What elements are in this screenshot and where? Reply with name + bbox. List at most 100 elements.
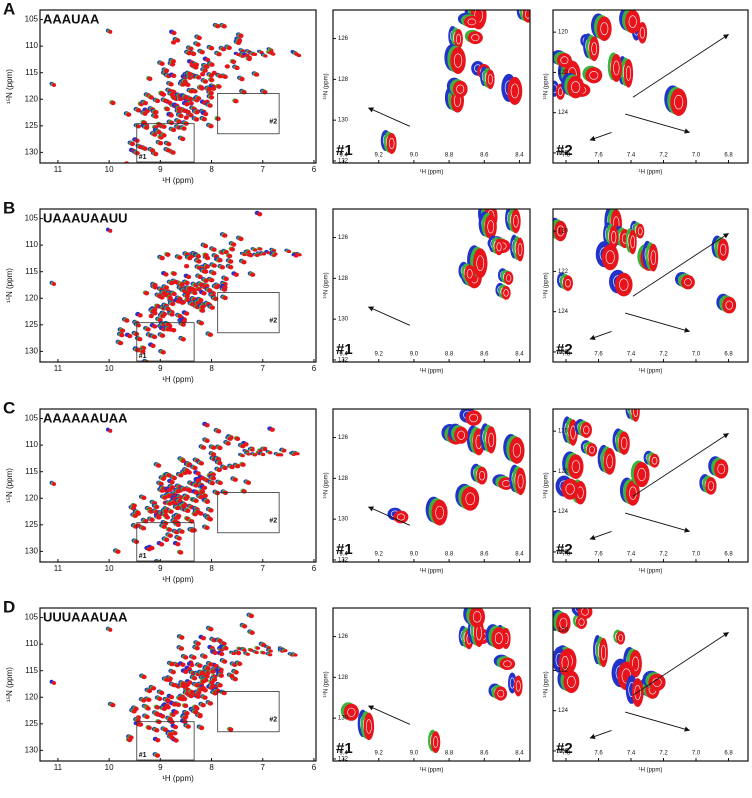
- peak: [160, 714, 166, 719]
- peak: [618, 431, 630, 455]
- peak: [211, 270, 217, 276]
- peak: [254, 650, 259, 655]
- peak: [52, 680, 57, 685]
- zoom-box: [217, 691, 280, 733]
- x-tick-label: 8: [209, 364, 214, 373]
- peak: [254, 253, 260, 257]
- contour: [707, 481, 715, 491]
- contour: [494, 632, 503, 645]
- x-tick-label: 10: [105, 364, 114, 373]
- peak: [172, 519, 178, 524]
- x-tick-label: 7.6: [594, 751, 603, 757]
- contour: [589, 446, 595, 454]
- x-tick-label: 7.2: [659, 552, 668, 558]
- peak: [294, 52, 299, 56]
- peak: [188, 96, 194, 102]
- peak: [52, 481, 57, 486]
- peak: [161, 124, 167, 129]
- peak: [160, 476, 167, 481]
- y-tick-label: 120: [558, 30, 569, 36]
- peak: [208, 508, 214, 513]
- contour: [453, 53, 463, 68]
- peak: [609, 225, 619, 250]
- x-axis-label: ¹H (ppm): [162, 774, 194, 783]
- peak: [155, 98, 161, 104]
- row: D 11 10 9 8 7 6 105 110 115 120 125 130 ¹H (ppm) ¹⁵N (…: [3, 597, 749, 783]
- y-tick-label: 130: [338, 716, 349, 722]
- y-tick-label: 126: [558, 151, 569, 157]
- peak: [514, 675, 523, 697]
- peak: [476, 466, 488, 485]
- peak: [216, 52, 222, 57]
- row-letter: C: [3, 398, 15, 417]
- peak: [146, 688, 153, 694]
- peak: [209, 277, 215, 283]
- peak: [181, 126, 187, 131]
- y-tick-label: 124: [558, 708, 569, 714]
- peak: [191, 51, 197, 57]
- peak: [230, 59, 237, 65]
- peak: [219, 265, 226, 270]
- peak: [199, 725, 205, 731]
- y-tick-label: 126: [558, 749, 569, 755]
- x-tick-label: 7.2: [659, 153, 668, 159]
- contour: [629, 486, 637, 500]
- peak: [162, 727, 169, 732]
- peak: [204, 525, 210, 531]
- arrow: [367, 107, 411, 127]
- peak: [244, 53, 250, 57]
- peak: [223, 646, 229, 651]
- peak: [203, 64, 209, 69]
- y-tick-label: 130: [25, 147, 39, 156]
- peak: [297, 253, 302, 257]
- peak: [179, 635, 185, 640]
- x-tick-label: 10: [105, 564, 114, 573]
- peak: [204, 422, 210, 428]
- peak: [610, 53, 622, 83]
- peak: [511, 209, 521, 234]
- peak: [164, 677, 170, 682]
- peak: [137, 144, 144, 150]
- peak: [221, 690, 227, 696]
- panel-frame: [332, 408, 531, 563]
- x-axis-label: ¹H (ppm): [420, 768, 444, 774]
- peak: [144, 714, 150, 720]
- y-axis-label: ¹⁵N (ppm): [5, 69, 14, 104]
- peak: [217, 258, 223, 263]
- peak: [238, 236, 244, 242]
- peak: [631, 409, 640, 422]
- peak: [172, 724, 179, 730]
- peak: [163, 68, 170, 73]
- peak: [202, 79, 209, 84]
- panel-frame: [552, 408, 749, 563]
- peak: [199, 670, 205, 676]
- peak: [159, 542, 165, 547]
- x-tick-label: 8.6: [480, 153, 489, 159]
- peak: [231, 651, 236, 656]
- contour: [621, 437, 628, 450]
- y-tick-label: 115: [25, 666, 38, 675]
- peak: [393, 510, 409, 524]
- peak: [469, 608, 486, 628]
- peak: [152, 132, 158, 137]
- peak: [195, 42, 201, 47]
- peak: [156, 122, 163, 127]
- peak: [217, 683, 223, 688]
- peak: [176, 513, 182, 519]
- y-tick-label: 125: [25, 121, 39, 130]
- peak: [171, 475, 177, 481]
- peak: [131, 709, 137, 714]
- peak: [185, 109, 191, 115]
- contour: [512, 443, 522, 458]
- zoom-label: #1: [336, 541, 353, 558]
- peak: [189, 662, 195, 668]
- peak: [188, 46, 194, 51]
- peak: [386, 132, 397, 154]
- peak: [596, 16, 612, 41]
- peak: [134, 347, 141, 353]
- y-tick-label: 130: [25, 745, 39, 754]
- y-tick-label: 122: [558, 469, 569, 475]
- peak: [221, 641, 227, 647]
- peak: [636, 223, 645, 239]
- peak: [233, 272, 239, 277]
